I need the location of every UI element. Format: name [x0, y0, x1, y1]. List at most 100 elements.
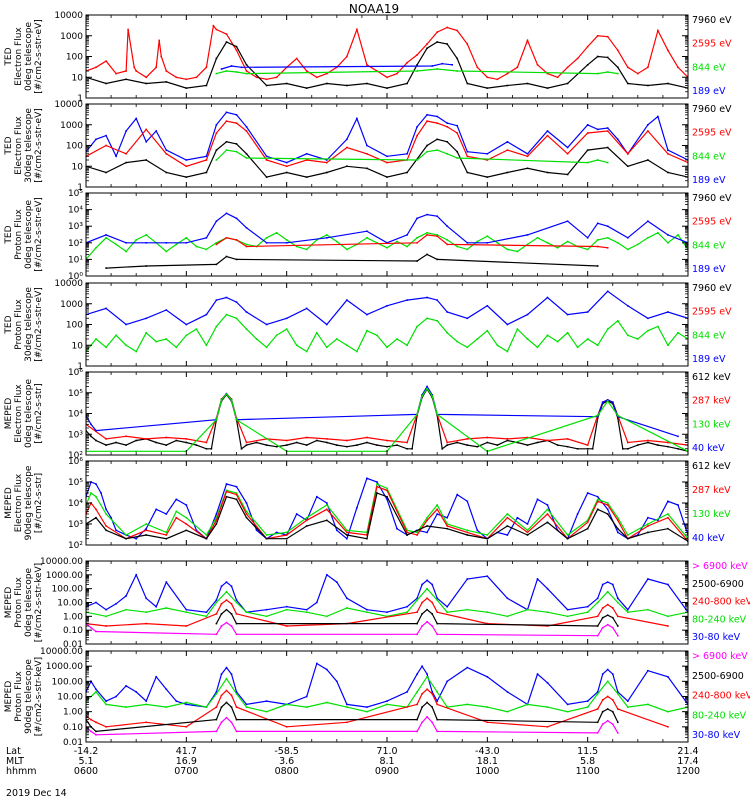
data-point — [90, 423, 92, 426]
data-point — [416, 325, 418, 328]
y-tick-label: 1000 — [60, 121, 83, 131]
panel-5: 10² 10³ 10⁴ 10⁵ 10⁶ MEPEDElectron Flux0deg te… — [4, 368, 731, 461]
legend-entry: 844 eV — [692, 330, 726, 341]
data-point — [245, 311, 248, 313]
data-point — [336, 680, 338, 683]
data-point — [366, 608, 368, 611]
data-point — [225, 212, 228, 215]
data-point — [205, 448, 208, 450]
data-point — [566, 608, 569, 611]
data-point — [235, 217, 238, 220]
data-point — [546, 242, 549, 244]
data-point — [305, 695, 308, 698]
data-point — [145, 265, 147, 267]
data-point — [506, 691, 509, 693]
data-point — [305, 159, 308, 161]
data-point — [305, 153, 308, 155]
data-point — [386, 487, 388, 490]
legend-entry: 2595 eV — [692, 128, 732, 139]
data-point — [566, 173, 569, 176]
data-point — [416, 534, 418, 536]
data-point — [667, 153, 669, 155]
data-point — [606, 590, 609, 593]
legend-entry: 612 keV — [692, 461, 731, 472]
data-point — [235, 49, 238, 52]
data-point — [245, 245, 248, 248]
data-point — [436, 504, 438, 506]
data-point — [175, 243, 178, 246]
y-axis-label: MEPEDElectron Flux0deg telescope[#/cm2-s… — [4, 379, 44, 449]
data-point — [125, 153, 127, 155]
data-point — [305, 176, 308, 178]
data-point — [230, 721, 233, 724]
data-point — [647, 317, 649, 320]
data-point — [105, 267, 107, 269]
data-point — [617, 414, 619, 417]
data-point — [627, 611, 629, 613]
panel-frame — [85, 192, 689, 277]
legend-entry: 844 eV — [692, 240, 726, 251]
data-point — [506, 534, 509, 536]
data-point — [606, 508, 609, 511]
data-point — [416, 611, 418, 613]
data-point — [235, 114, 238, 116]
data-point — [446, 444, 448, 446]
data-point — [416, 217, 418, 220]
x-tick-label: 5.8 — [580, 756, 595, 767]
data-point — [536, 346, 539, 349]
data-point — [326, 519, 328, 522]
data-point — [285, 531, 288, 534]
data-point — [235, 492, 238, 494]
data-point — [586, 706, 589, 708]
x-axis-labels: Lat -14.2 41.7 -58.5 71.0 -43.0 11.5 21.4 MLT 5.1… — [6, 746, 700, 777]
data-point — [436, 215, 438, 217]
data-point — [546, 625, 549, 627]
data-point — [586, 519, 589, 522]
data-point — [215, 57, 218, 60]
data-point — [285, 239, 288, 241]
data-point — [526, 703, 529, 706]
data-point — [295, 441, 298, 444]
y-tick-label: 10³ — [68, 430, 83, 440]
data-point — [456, 157, 458, 159]
data-point — [215, 263, 218, 266]
legend-entry: 40 keV — [692, 533, 725, 544]
data-point — [612, 710, 614, 713]
data-point — [426, 716, 428, 718]
series-red — [86, 485, 688, 542]
data-point — [596, 634, 599, 637]
legend-entry: 7960 eV — [692, 15, 732, 26]
y-tick-label: 0.10 — [63, 723, 83, 733]
data-point — [617, 242, 619, 244]
y-axis-label: TEDProton Flux30deg telescope[#/cm2-s-st… — [4, 287, 44, 362]
series-black — [86, 387, 688, 452]
data-point — [657, 519, 659, 522]
y-tick-label: 1000.00 — [46, 571, 83, 581]
data-point — [526, 234, 529, 236]
data-point — [235, 45, 238, 48]
data-point — [165, 534, 168, 536]
data-point — [95, 138, 97, 141]
data-point — [606, 161, 609, 164]
data-point — [667, 710, 669, 713]
legend-entry: 2595 eV — [692, 307, 732, 318]
data-point — [476, 240, 479, 243]
data-point — [426, 531, 428, 534]
legend-entry: 189 eV — [692, 86, 726, 97]
data-point — [285, 82, 288, 85]
data-point — [356, 350, 358, 353]
data-point — [95, 338, 97, 340]
data-point — [135, 537, 137, 540]
x-tick-label: 3.6 — [279, 756, 294, 767]
data-point — [601, 699, 604, 701]
data-point — [416, 126, 418, 128]
data-point — [366, 534, 368, 536]
data-point — [566, 146, 569, 149]
data-point — [205, 155, 208, 158]
data-point — [627, 66, 629, 69]
data-point — [627, 82, 629, 85]
data-point — [255, 441, 258, 444]
legend-entry: 80-240 keV — [692, 710, 747, 721]
data-point — [215, 693, 218, 695]
data-point — [326, 504, 328, 506]
